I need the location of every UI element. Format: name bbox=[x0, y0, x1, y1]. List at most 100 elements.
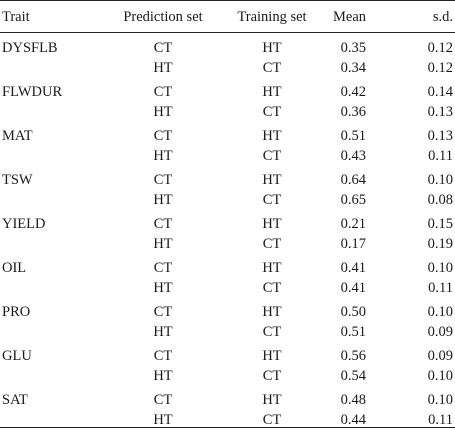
table-row: OIL CT HT 0.41 0.10 bbox=[0, 258, 455, 278]
sd-cell: 0.10 bbox=[427, 304, 453, 320]
prediction-set-cell: CT bbox=[153, 260, 173, 276]
training-set-cell: CT bbox=[262, 412, 282, 428]
training-set-cell: CT bbox=[262, 368, 282, 384]
table-row: DYSFLB CT HT 0.35 0.12 bbox=[0, 38, 455, 58]
table-row: HT CT 0.17 0.19 bbox=[0, 234, 455, 254]
prediction-set-cell: HT bbox=[153, 368, 173, 384]
table-row: HT CT 0.51 0.09 bbox=[0, 322, 455, 342]
table-header-rule bbox=[0, 32, 455, 33]
trait-cell: SAT bbox=[2, 392, 28, 408]
mean-cell: 0.41 bbox=[340, 280, 366, 296]
training-set-cell: CT bbox=[262, 60, 282, 76]
sd-cell: 0.11 bbox=[428, 412, 453, 428]
prediction-set-cell: CT bbox=[153, 172, 173, 188]
mean-cell: 0.43 bbox=[340, 148, 366, 164]
mean-cell: 0.64 bbox=[340, 172, 366, 188]
training-set-cell: HT bbox=[262, 84, 282, 100]
table-row: HT CT 0.41 0.11 bbox=[0, 278, 455, 298]
prediction-set-cell: HT bbox=[153, 236, 173, 252]
table-row: HT CT 0.36 0.13 bbox=[0, 102, 455, 122]
training-set-cell: CT bbox=[262, 104, 282, 120]
prediction-set-cell: CT bbox=[153, 84, 173, 100]
sd-cell: 0.10 bbox=[427, 368, 453, 384]
prediction-set-cell: HT bbox=[153, 324, 173, 340]
prediction-set-cell: HT bbox=[153, 192, 173, 208]
table-header-row: Trait Prediction set Training set Mean s… bbox=[0, 7, 455, 27]
training-set-cell: HT bbox=[262, 304, 282, 320]
training-set-cell: HT bbox=[262, 216, 282, 232]
trait-cell: DYSFLB bbox=[2, 40, 58, 56]
sd-cell: 0.13 bbox=[427, 128, 453, 144]
sd-cell: 0.10 bbox=[427, 392, 453, 408]
sd-cell: 0.13 bbox=[427, 104, 453, 120]
training-set-cell: HT bbox=[262, 260, 282, 276]
training-set-cell: HT bbox=[262, 392, 282, 408]
header-trait: Trait bbox=[2, 9, 30, 25]
sd-cell: 0.11 bbox=[428, 148, 453, 164]
prediction-set-cell: CT bbox=[153, 304, 173, 320]
table-row: YIELD CT HT 0.21 0.15 bbox=[0, 214, 455, 234]
mean-cell: 0.51 bbox=[340, 324, 366, 340]
training-set-cell: CT bbox=[262, 280, 282, 296]
trait-cell: OIL bbox=[2, 260, 27, 276]
header-training-set: Training set bbox=[237, 9, 307, 25]
training-set-cell: CT bbox=[262, 192, 282, 208]
mean-cell: 0.21 bbox=[340, 216, 366, 232]
table-bottom-rule bbox=[0, 427, 455, 428]
sd-cell: 0.12 bbox=[427, 40, 453, 56]
table-row: HT CT 0.54 0.10 bbox=[0, 366, 455, 386]
table-row: HT CT 0.34 0.12 bbox=[0, 58, 455, 78]
header-sd: s.d. bbox=[432, 9, 453, 25]
sd-cell: 0.12 bbox=[427, 60, 453, 76]
table-row: GLU CT HT 0.56 0.09 bbox=[0, 346, 455, 366]
table-row: TSW CT HT 0.64 0.10 bbox=[0, 170, 455, 190]
table-top-rule bbox=[0, 0, 455, 1]
sd-cell: 0.15 bbox=[427, 216, 453, 232]
sd-cell: 0.10 bbox=[427, 172, 453, 188]
table-row: SAT CT HT 0.48 0.10 bbox=[0, 390, 455, 410]
prediction-set-cell: CT bbox=[153, 216, 173, 232]
table-row: MAT CT HT 0.51 0.13 bbox=[0, 126, 455, 146]
training-set-cell: HT bbox=[262, 128, 282, 144]
trait-cell: FLWDUR bbox=[2, 84, 63, 100]
mean-cell: 0.56 bbox=[340, 348, 366, 364]
trait-cell: TSW bbox=[2, 172, 33, 188]
mean-cell: 0.34 bbox=[340, 60, 366, 76]
training-set-cell: CT bbox=[262, 324, 282, 340]
prediction-set-cell: CT bbox=[153, 348, 173, 364]
prediction-set-cell: CT bbox=[153, 40, 173, 56]
mean-cell: 0.48 bbox=[340, 392, 366, 408]
header-prediction-set: Prediction set bbox=[123, 9, 203, 25]
training-set-cell: HT bbox=[262, 172, 282, 188]
sd-cell: 0.09 bbox=[427, 324, 453, 340]
prediction-set-cell: HT bbox=[153, 148, 173, 164]
mean-cell: 0.65 bbox=[340, 192, 366, 208]
table-row: PRO CT HT 0.50 0.10 bbox=[0, 302, 455, 322]
prediction-set-cell: CT bbox=[153, 128, 173, 144]
training-set-cell: CT bbox=[262, 148, 282, 164]
training-set-cell: HT bbox=[262, 348, 282, 364]
prediction-set-cell: CT bbox=[153, 392, 173, 408]
trait-cell: YIELD bbox=[2, 216, 46, 232]
sd-cell: 0.11 bbox=[428, 280, 453, 296]
training-set-cell: CT bbox=[262, 236, 282, 252]
table-row: FLWDUR CT HT 0.42 0.14 bbox=[0, 82, 455, 102]
trait-cell: MAT bbox=[2, 128, 33, 144]
sd-cell: 0.08 bbox=[427, 192, 453, 208]
mean-cell: 0.35 bbox=[340, 40, 366, 56]
mean-cell: 0.54 bbox=[340, 368, 366, 384]
mean-cell: 0.50 bbox=[340, 304, 366, 320]
mean-cell: 0.36 bbox=[340, 104, 366, 120]
table-row: HT CT 0.43 0.11 bbox=[0, 146, 455, 166]
sd-cell: 0.19 bbox=[427, 236, 453, 252]
table-row: HT CT 0.44 0.11 bbox=[0, 410, 455, 430]
training-set-cell: HT bbox=[262, 40, 282, 56]
prediction-set-cell: HT bbox=[153, 280, 173, 296]
sd-cell: 0.14 bbox=[427, 84, 453, 100]
prediction-set-cell: HT bbox=[153, 104, 173, 120]
sd-cell: 0.10 bbox=[427, 260, 453, 276]
header-mean: Mean bbox=[332, 9, 366, 25]
sd-cell: 0.09 bbox=[427, 348, 453, 364]
table-row: HT CT 0.65 0.08 bbox=[0, 190, 455, 210]
mean-cell: 0.51 bbox=[340, 128, 366, 144]
